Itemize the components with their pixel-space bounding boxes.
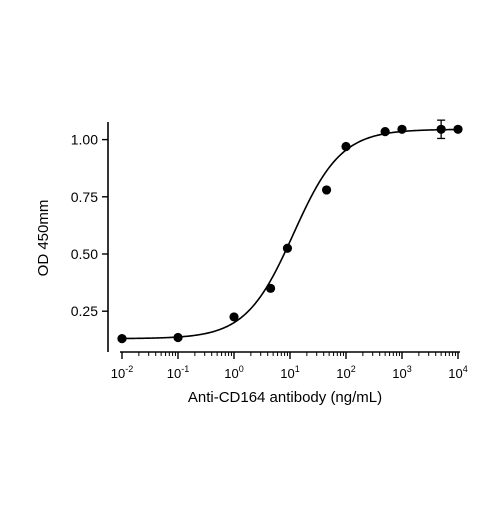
data-point bbox=[397, 124, 407, 134]
data-points bbox=[117, 124, 463, 344]
x-tick-label: 103 bbox=[392, 364, 411, 381]
data-point bbox=[265, 283, 276, 293]
data-point bbox=[436, 124, 446, 134]
data-point bbox=[453, 124, 463, 134]
ticks: 0.25 0.50 0.75 1.00 10-2 10-1 100 101 102 103 104 bbox=[71, 132, 468, 381]
x-tick-label: 10-2 bbox=[111, 364, 133, 381]
data-point bbox=[282, 243, 293, 253]
fit-curve bbox=[121, 128, 459, 340]
data-point bbox=[229, 312, 239, 322]
x-tick-label: 101 bbox=[280, 364, 299, 381]
x-tick-label: 100 bbox=[224, 364, 243, 381]
y-tick-label: 0.75 bbox=[71, 189, 98, 205]
y-tick-label: 1.00 bbox=[71, 132, 98, 148]
y-tick-label: 0.25 bbox=[71, 303, 98, 319]
y-axis-title: OD 450mm bbox=[35, 200, 52, 277]
data-point bbox=[321, 185, 332, 195]
x-tick-label: 102 bbox=[336, 364, 355, 381]
data-point bbox=[380, 126, 390, 137]
x-tick-label: 104 bbox=[448, 364, 467, 381]
y-tick-label: 0.50 bbox=[71, 246, 98, 262]
data-point bbox=[173, 332, 183, 343]
axes bbox=[107, 122, 460, 353]
data-point bbox=[117, 334, 127, 344]
x-tick-label: 10-1 bbox=[167, 364, 189, 381]
x-axis-title: Anti-CD164 antibody (ng/mL) bbox=[188, 389, 382, 406]
data-point bbox=[341, 141, 351, 152]
